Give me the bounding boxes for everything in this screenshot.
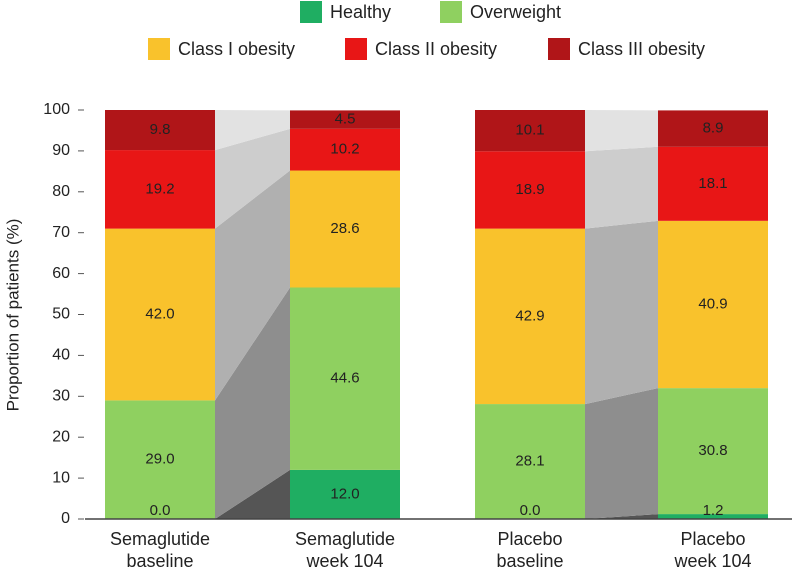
value-label: 12.0 — [330, 485, 359, 502]
value-label: 1.2 — [703, 502, 724, 519]
value-label: 0.0 — [520, 502, 541, 519]
legend-label: Class II obesity — [375, 39, 497, 59]
y-tick-label: 20 — [52, 428, 70, 445]
bar-segment — [658, 220, 768, 389]
bar-segment — [105, 228, 215, 401]
flow-band — [215, 287, 290, 519]
value-label: 42.9 — [515, 307, 544, 324]
value-label: 19.2 — [145, 180, 174, 197]
bar-segment — [475, 404, 585, 519]
value-label: 10.2 — [330, 141, 359, 158]
value-label: 42.0 — [145, 305, 174, 322]
value-label: 9.8 — [150, 121, 171, 138]
value-label: 29.0 — [145, 451, 174, 468]
legend-swatch — [148, 38, 170, 60]
bar-segment — [658, 388, 768, 515]
y-tick-label: 90 — [52, 142, 70, 159]
bar-segment — [475, 151, 585, 229]
bar-segment — [290, 128, 400, 171]
bar-segment — [658, 146, 768, 221]
value-label: 4.5 — [335, 111, 356, 128]
value-label: 18.1 — [698, 175, 727, 192]
y-tick-label: 10 — [52, 469, 70, 486]
legend-label: Overweight — [470, 2, 561, 22]
legend-label: Healthy — [330, 2, 391, 22]
bar-segment — [105, 150, 215, 229]
flow-band — [215, 128, 290, 229]
value-label: 40.9 — [698, 295, 727, 312]
y-tick-label: 60 — [52, 265, 70, 282]
value-label: 28.6 — [330, 220, 359, 237]
flow-band — [585, 146, 658, 229]
y-tick-label: 50 — [52, 306, 70, 323]
y-tick-label: 80 — [52, 183, 70, 200]
bar-segment — [290, 110, 400, 129]
legend-label: Class III obesity — [578, 39, 705, 59]
flow-band — [585, 388, 658, 519]
bar-segment — [475, 228, 585, 405]
legend-swatch — [345, 38, 367, 60]
bar-segment — [475, 110, 585, 152]
y-tick-label: 70 — [52, 224, 70, 241]
flow-band — [585, 220, 658, 405]
flow-band — [215, 110, 290, 151]
x-tick-label: Placebo week 104 — [674, 529, 752, 571]
legend-swatch — [440, 1, 462, 23]
x-tick-label: Placebo baseline — [496, 529, 564, 571]
y-tick-label: 40 — [52, 347, 70, 364]
bar-segment — [658, 514, 768, 519]
y-axis-title: Proportion of patients (%) — [3, 219, 22, 412]
value-label: 30.8 — [698, 442, 727, 459]
legend-swatch — [300, 1, 322, 23]
legend-label: Class I obesity — [178, 39, 295, 59]
legend-swatch — [548, 38, 570, 60]
y-tick-label: 0 — [61, 510, 70, 527]
bar-segment — [290, 170, 400, 288]
value-label: 44.6 — [330, 370, 359, 387]
x-tick-label: Semaglutide baseline — [109, 529, 211, 571]
value-label: 10.1 — [515, 122, 544, 139]
flow-band — [215, 170, 290, 401]
x-tick-label: Semaglutide week 104 — [294, 529, 396, 571]
bar-segment — [105, 400, 215, 519]
bar-segment — [105, 110, 215, 151]
value-label: 18.9 — [515, 181, 544, 198]
value-label: 0.0 — [150, 502, 171, 519]
flow-band — [215, 469, 290, 519]
flow-band — [585, 110, 658, 152]
bar-segment — [290, 469, 400, 519]
y-tick-label: 30 — [52, 388, 70, 405]
flow-band — [585, 514, 658, 519]
y-tick-label: 100 — [43, 101, 70, 118]
value-label: 8.9 — [703, 120, 724, 137]
value-label: 28.1 — [515, 453, 544, 470]
bar-segment — [658, 110, 768, 147]
bar-segment — [290, 287, 400, 470]
